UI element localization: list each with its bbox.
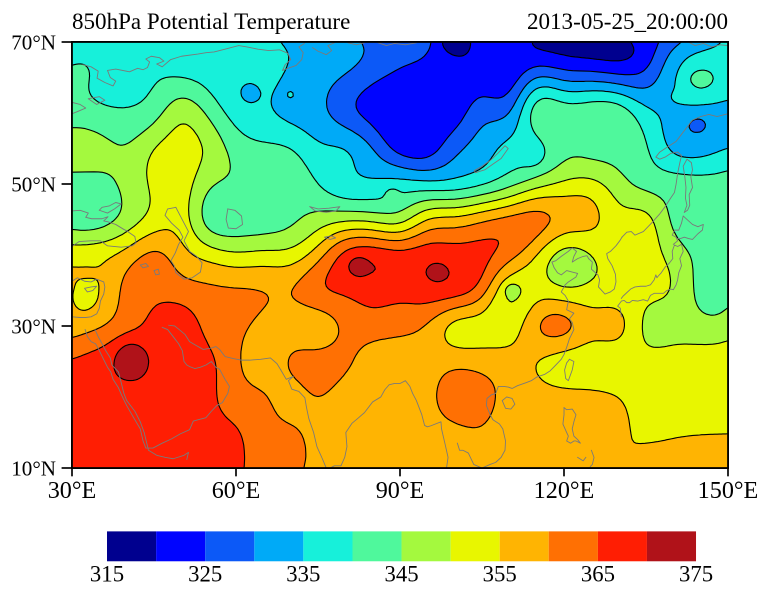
svg-text:150°E: 150°E — [698, 477, 759, 504]
svg-text:345: 345 — [384, 562, 418, 587]
svg-text:315: 315 — [90, 562, 124, 587]
svg-text:335: 335 — [286, 562, 320, 587]
svg-text:365: 365 — [581, 562, 615, 587]
svg-text:30°N: 30°N — [11, 314, 56, 338]
svg-text:325: 325 — [188, 562, 222, 587]
svg-text:50°N: 50°N — [11, 172, 56, 196]
svg-text:70°N: 70°N — [11, 30, 56, 54]
svg-text:850hPa Potential Temperature: 850hPa Potential Temperature — [72, 8, 350, 34]
svg-text:120°E: 120°E — [534, 477, 595, 504]
svg-text:10°N: 10°N — [11, 456, 56, 480]
svg-text:90°E: 90°E — [376, 477, 425, 504]
svg-text:355: 355 — [483, 562, 517, 587]
svg-text:375: 375 — [679, 562, 713, 587]
svg-text:60°E: 60°E — [212, 477, 261, 504]
svg-text:30°E: 30°E — [48, 477, 97, 504]
svg-text:2013-05-25_20:00:00: 2013-05-25_20:00:00 — [527, 8, 728, 34]
